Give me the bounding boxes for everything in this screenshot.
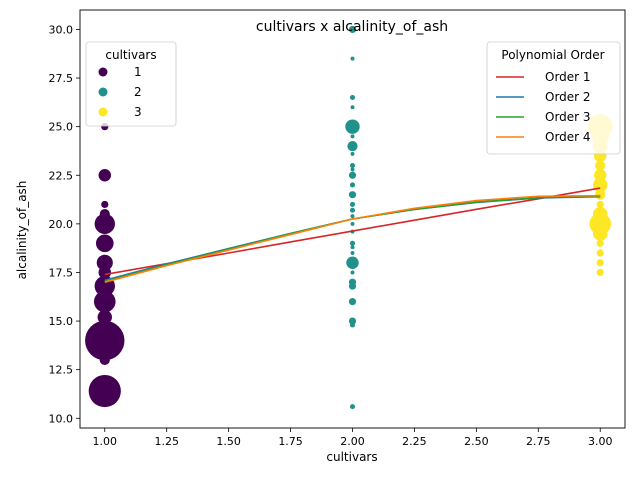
x-tick-label: 1.00 [93, 435, 118, 448]
scatter-point [596, 268, 604, 277]
scatter-point [596, 249, 604, 257]
x-tick-label: 1.50 [216, 435, 241, 448]
scatter-point [596, 239, 604, 247]
scatter-point [595, 189, 606, 200]
scatter-point [97, 309, 112, 325]
scatter-point [350, 105, 355, 110]
fit-legend-box [486, 41, 621, 155]
scatter-point [101, 200, 109, 209]
scatter-legend-marker [98, 67, 108, 77]
fit-legend-label: Order 2 [545, 90, 591, 104]
scatter-legend-marker [98, 87, 108, 97]
scatter-point [350, 270, 355, 275]
scatter-point [593, 206, 608, 222]
scatter-legend-label: 3 [134, 105, 142, 119]
y-tick-label: 30.0 [49, 23, 74, 36]
scatter-point [347, 141, 358, 152]
scatter-point [349, 404, 356, 410]
scatter-legend-label: 1 [134, 65, 142, 79]
scatter-legend-box [85, 41, 177, 127]
fit-legend-label: Order 3 [545, 110, 591, 124]
scatter-point [98, 266, 112, 279]
scatter-legend-marker [98, 107, 108, 117]
scatter-point [593, 226, 608, 241]
x-axis-ticks: 1.00 1.25 1.50 1.75 2.00 2.25 2.50 2.75 3.00 [93, 428, 613, 448]
scatter-point [350, 56, 355, 61]
scatter-point [350, 151, 355, 156]
scatter-point [349, 182, 356, 188]
chart-title: cultivars x alcalinity_of_ash [256, 19, 448, 35]
scatter-point [595, 160, 606, 171]
scatter-point [350, 214, 355, 219]
y-tick-label: 22.5 [49, 169, 74, 182]
scatter-point [94, 213, 115, 235]
x-tick-label: 1.25 [154, 435, 179, 448]
scatter-point [348, 171, 357, 179]
x-tick-label: 2.50 [464, 435, 489, 448]
x-axis-label: cultivars [326, 450, 377, 464]
fit-lines [104, 187, 601, 283]
x-tick-label: 1.75 [278, 435, 303, 448]
y-tick-label: 10.0 [49, 412, 74, 425]
y-tick-label: 25.0 [49, 121, 74, 134]
fit-legend-label: Order 4 [545, 130, 591, 144]
scatter-point [349, 322, 356, 328]
scatter-point [85, 320, 125, 361]
scatter-point [348, 317, 357, 325]
scatter-point [96, 254, 113, 271]
scatter-point [99, 354, 110, 366]
scatter-legend: cultivars 1 2 3 [85, 41, 177, 127]
x-tick-label: 3.00 [588, 435, 613, 448]
scatter-point [349, 240, 356, 246]
y-tick-label: 15.0 [49, 315, 74, 328]
y-tick-label: 17.5 [49, 266, 74, 279]
scatter-point [349, 207, 356, 213]
scatter-point [350, 251, 355, 255]
scatter-point [593, 169, 607, 182]
scatter-point [98, 169, 112, 182]
scatter-point [350, 167, 355, 172]
x-tick-label: 2.25 [402, 435, 427, 448]
scatter-point [88, 374, 121, 408]
scatter-point [93, 290, 116, 313]
y-tick-label: 12.5 [49, 364, 74, 377]
x-tick-label: 2.00 [340, 435, 365, 448]
fit-legend: Polynomial Order Order 1 Order 2 Order 3 Or… [486, 41, 621, 155]
scatter-point [348, 298, 357, 306]
y-tick-label: 20.0 [49, 218, 74, 231]
fit-legend-label: Order 1 [545, 70, 591, 84]
scatter-point [348, 282, 357, 290]
scatter-point [350, 221, 355, 226]
scatter-point [350, 134, 355, 139]
scatter-legend-title: cultivars [105, 48, 156, 62]
fit-line-order-4 [104, 194, 601, 283]
scatter-point [596, 259, 604, 267]
scatter-point [349, 201, 356, 207]
scatter-point [349, 162, 356, 169]
scatter-point [348, 191, 357, 199]
scatter-point [350, 245, 355, 250]
scatter-point [348, 25, 357, 34]
scatter-point [95, 234, 114, 253]
fit-legend-title: Polynomial Order [501, 48, 604, 62]
scatter-point [345, 119, 360, 134]
x-tick-label: 2.75 [526, 435, 551, 448]
scatter-point [99, 209, 110, 220]
scatter-point [596, 200, 604, 209]
scatter-point [346, 256, 359, 269]
scatter-point [349, 94, 356, 101]
y-axis-label: alcalinity_of_ash [15, 181, 29, 280]
y-axis-ticks: 10.0 12.5 15.0 17.5 20.0 22.5 25.0 27.5 30.0 [49, 23, 80, 425]
y-tick-label: 27.5 [49, 72, 74, 85]
scatter-legend-label: 2 [134, 85, 142, 99]
